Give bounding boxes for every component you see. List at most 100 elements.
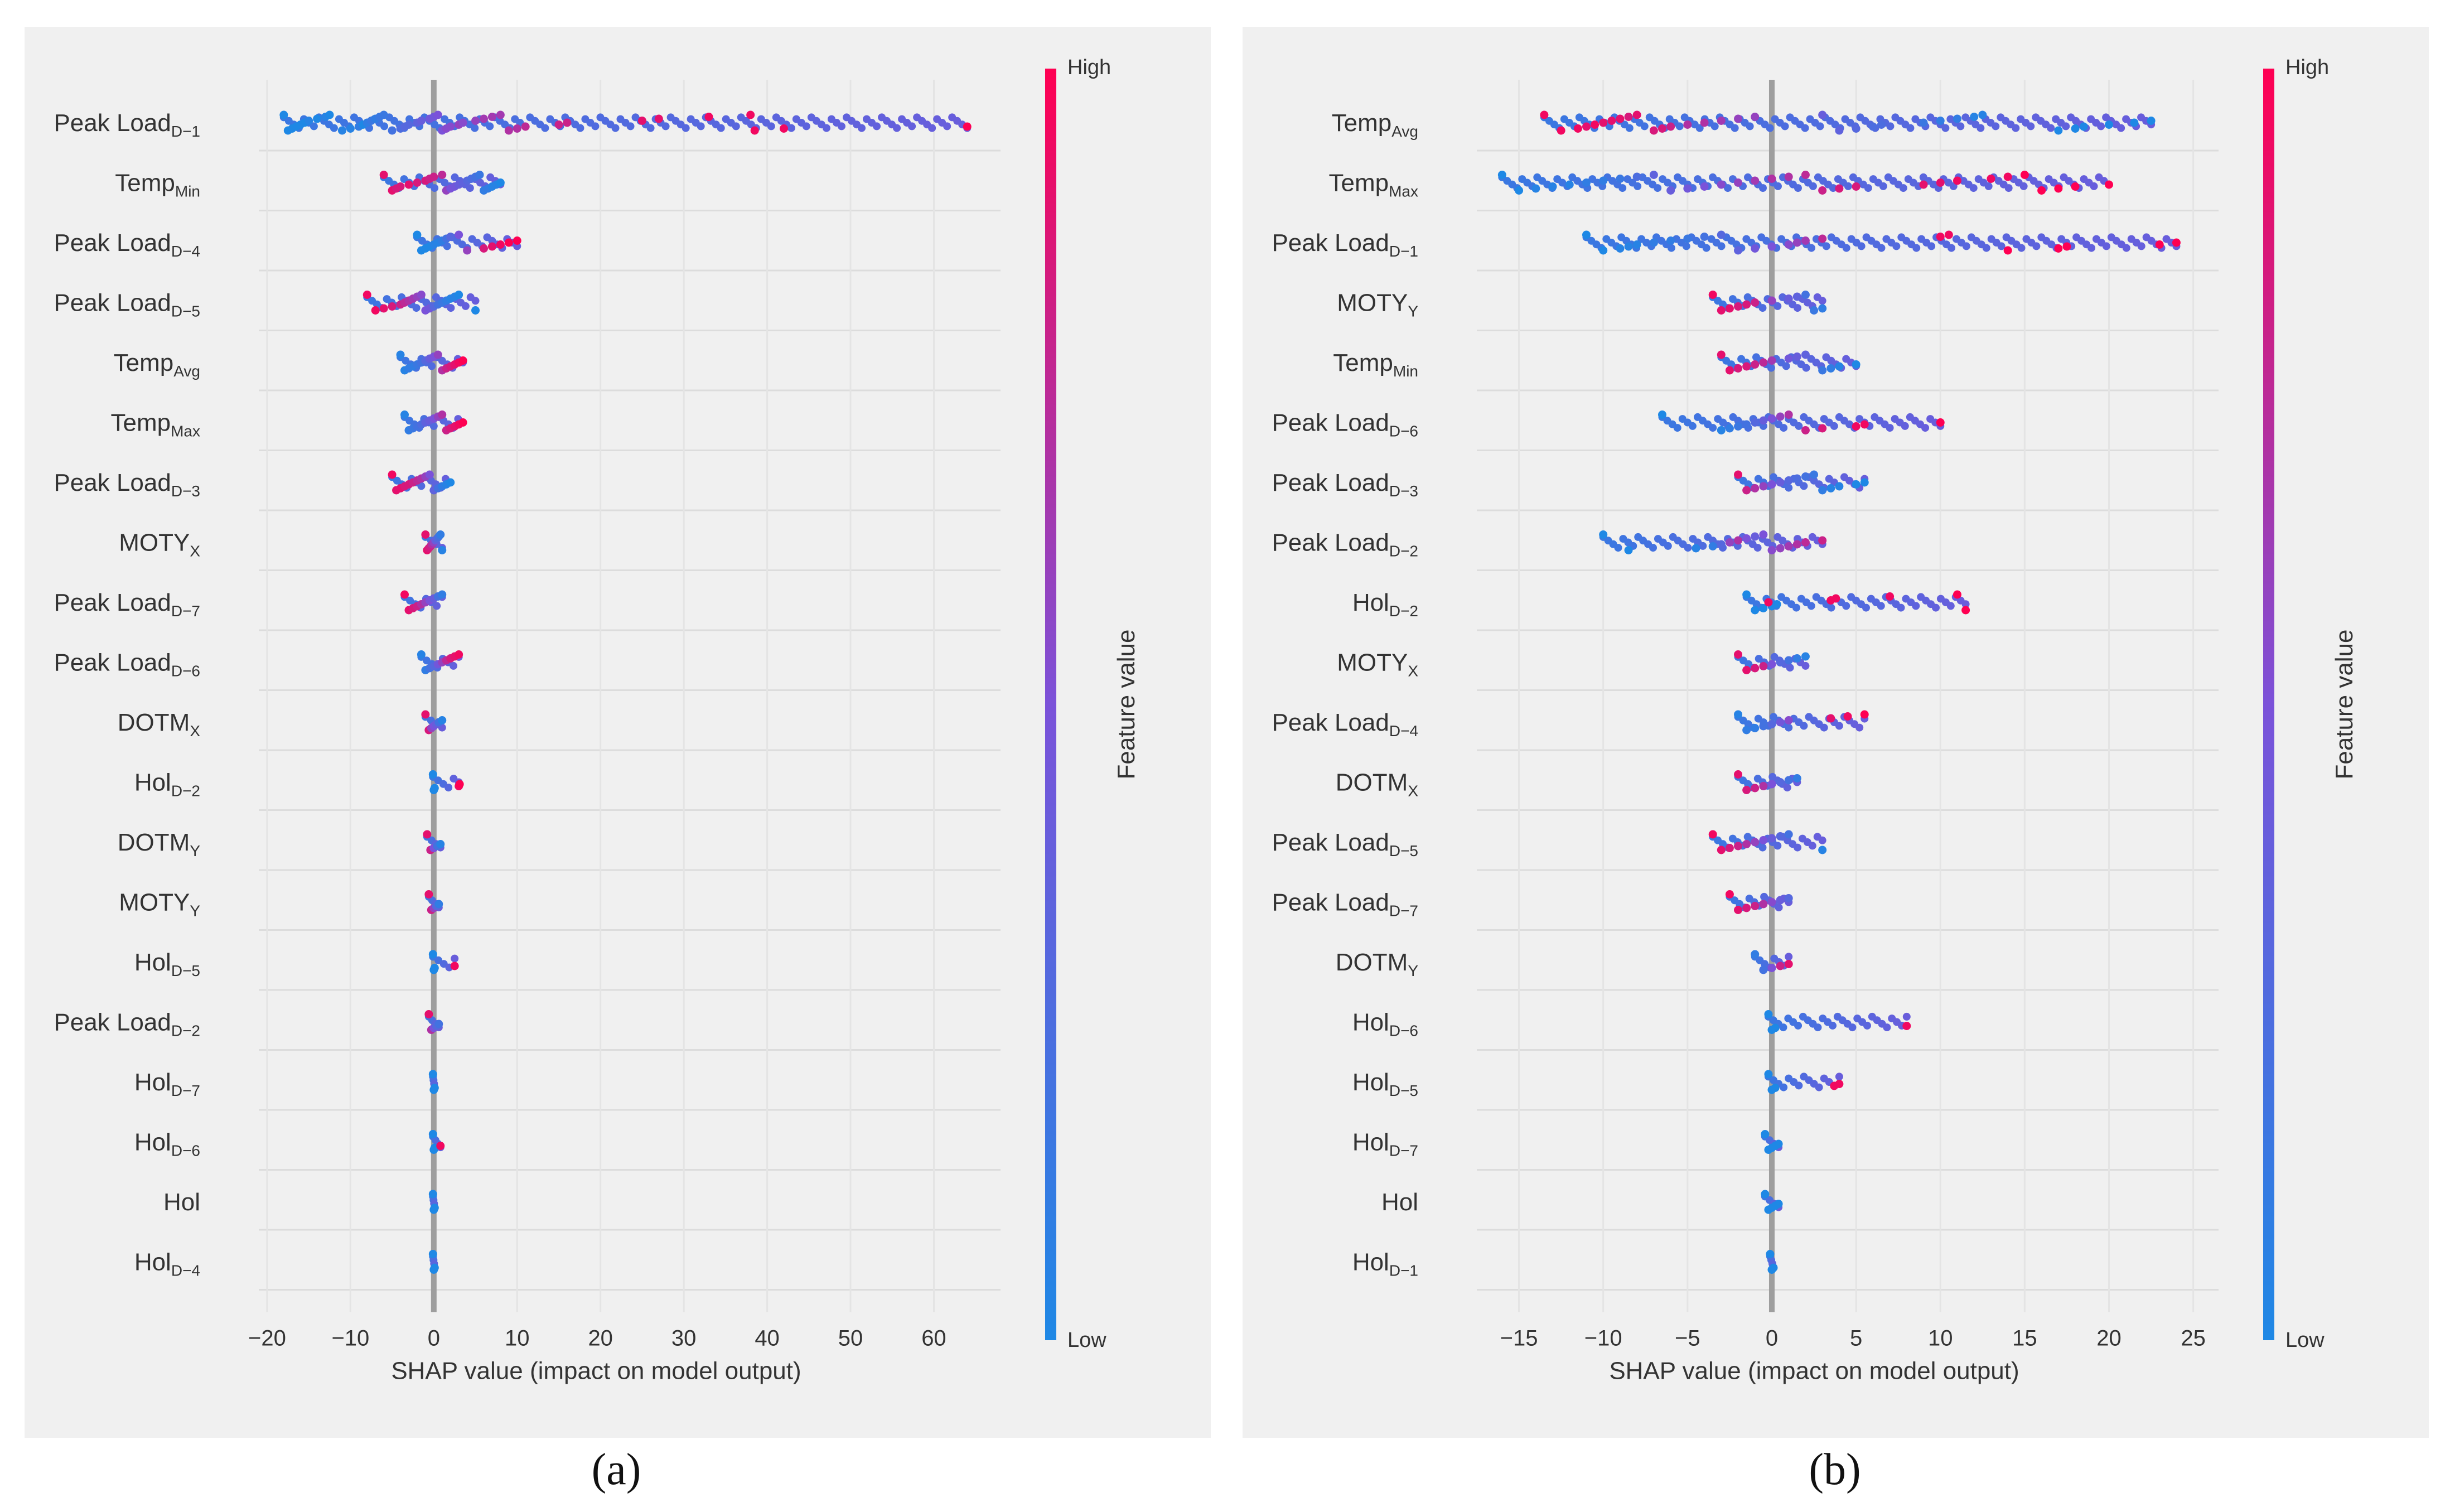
shap-point — [466, 184, 474, 192]
shap-point — [1742, 420, 1751, 429]
shap-point — [1734, 364, 1743, 373]
shap-point — [1540, 110, 1549, 119]
shap-point — [1531, 184, 1540, 193]
feature-label: Peak LoadD−3 — [54, 469, 200, 500]
colorbar-high-label: High — [1067, 56, 1111, 79]
shap-point — [1953, 114, 1961, 123]
feature-label: MOTYX — [119, 529, 200, 560]
shap-point — [1751, 606, 1760, 615]
shap-point — [2054, 126, 2063, 135]
shap-point — [496, 240, 505, 249]
shap-point — [1784, 716, 1793, 724]
shap-chart-a: Peak LoadD−1 TempMin Peak LoadD−4 Peak Load… — [54, 56, 1140, 1385]
shap-point — [496, 178, 505, 187]
shap-point — [428, 1130, 437, 1138]
shap-point — [1767, 175, 1776, 183]
colorbar — [1045, 69, 1056, 1340]
feature-label: DOTMX — [1336, 769, 1419, 800]
shap-point — [1497, 171, 1506, 179]
shap-point — [1877, 120, 1886, 129]
feature-label: Hol — [1381, 1189, 1418, 1216]
shap-point — [554, 120, 563, 129]
shap-point — [1634, 182, 1642, 190]
shap-point — [429, 422, 438, 430]
shap-point — [436, 530, 445, 539]
shap-point — [682, 124, 690, 132]
shap-point — [1860, 710, 1869, 719]
shap-point — [1818, 846, 1827, 854]
x-tick-label: −10 — [331, 1326, 369, 1351]
shap-point — [388, 302, 397, 311]
shap-point — [1946, 602, 1955, 610]
feature-label: TempMin — [1333, 349, 1418, 380]
shap-point — [371, 306, 380, 315]
shap-point — [1947, 244, 1955, 252]
shap-point — [1818, 304, 1827, 313]
shap-point — [434, 900, 443, 909]
shap-point — [1751, 298, 1760, 307]
shap-point — [446, 122, 455, 131]
shap-point — [400, 590, 409, 599]
shap-point — [1582, 230, 1591, 239]
shap-point — [471, 297, 480, 305]
shap-point — [1758, 304, 1767, 312]
shap-point — [1666, 236, 1675, 245]
shap-point — [746, 110, 755, 119]
shap-point — [1784, 960, 1793, 968]
shap-point — [1961, 606, 1970, 615]
shap-point — [1683, 120, 1692, 129]
shap-point — [1784, 354, 1793, 363]
shap-point — [423, 830, 432, 839]
shap-point — [2137, 242, 2145, 250]
shap-point — [1632, 172, 1641, 181]
shap-chart-b: TempAvg TempMax Peak LoadD−1 MOTYY TempMin Pe… — [1272, 56, 2358, 1385]
shap-point — [1734, 178, 1743, 187]
shap-point — [1801, 472, 1810, 481]
shap-point — [1767, 480, 1776, 489]
feature-label: HolD−7 — [134, 1069, 200, 1099]
shap-point — [1751, 244, 1760, 253]
shap-point — [1734, 422, 1743, 431]
shap-point — [1751, 484, 1760, 492]
shap-point — [1767, 546, 1776, 554]
shap-point — [541, 124, 549, 132]
shap-point — [1767, 356, 1776, 365]
shap-point — [1822, 242, 1830, 250]
feature-label: Peak LoadD−1 — [1272, 229, 1418, 260]
shap-point — [380, 122, 389, 131]
colorbar-high-label: High — [2285, 56, 2329, 79]
shap-point — [1795, 1081, 1803, 1090]
shap-point — [1801, 291, 1810, 299]
shap-point — [2047, 124, 2055, 132]
shap-point — [438, 546, 447, 554]
shap-point — [1515, 186, 1524, 195]
shap-point — [346, 124, 355, 133]
shap-point — [1843, 712, 1852, 721]
shap-point — [433, 602, 441, 610]
shap-point — [430, 784, 439, 793]
shap-point — [1795, 422, 1803, 430]
shap-point — [717, 124, 725, 132]
shap-point — [1709, 424, 1717, 432]
shap-point — [1862, 603, 1870, 612]
shap-point — [1860, 478, 1869, 487]
shap-point — [447, 304, 455, 312]
shap-point — [858, 124, 866, 132]
shap-point — [1731, 124, 1739, 132]
shap-point — [1734, 114, 1743, 123]
shap-point — [1751, 724, 1760, 732]
shap-point — [430, 964, 439, 972]
shap-point — [1632, 110, 1641, 119]
shap-point — [822, 124, 830, 132]
shap-point — [2155, 240, 2164, 249]
shap-point — [1548, 182, 1557, 191]
shap-point — [455, 230, 463, 239]
feature-label: Peak LoadD−2 — [1272, 529, 1418, 560]
shap-point — [1708, 542, 1717, 550]
shap-point — [1776, 896, 1785, 905]
shap-point — [450, 962, 459, 970]
shap-point — [1857, 242, 1866, 250]
colorbar — [2263, 69, 2274, 1340]
shap-point — [1818, 186, 1827, 195]
shap-point — [1899, 184, 1907, 192]
